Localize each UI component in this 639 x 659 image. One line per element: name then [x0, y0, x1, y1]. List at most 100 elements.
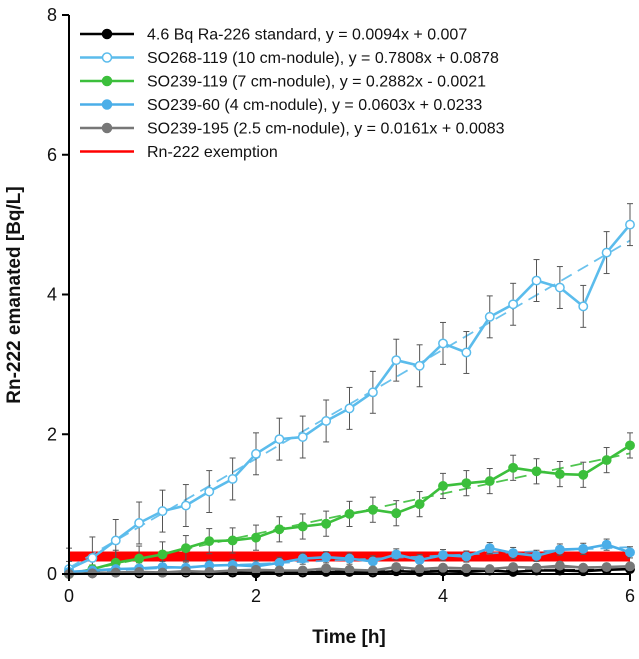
data-point-series-2-3 [134, 553, 145, 564]
y-tick-label-2: 2 [47, 424, 57, 444]
data-point-series-4-8 [251, 564, 261, 575]
data-point-series-4-18 [484, 564, 495, 575]
legend: 4.6 Bq Ra-226 standard, y = 0.0094x + 0.… [74, 18, 614, 178]
legend-swatch-marker [101, 122, 113, 134]
data-point-series-1-3 [134, 518, 145, 528]
legend-entry-2: SO239-119 (7 cm-nodule), y = 0.2882x - 0… [80, 74, 486, 91]
data-point-series-1-7 [227, 474, 238, 484]
data-point-series-3-15 [414, 555, 425, 565]
legend-label: 4.6 Bq Ra-226 standard, y = 0.0094x + 0.… [147, 27, 467, 44]
legend-background [74, 18, 614, 178]
data-point-series-4-21 [554, 560, 565, 571]
data-point-series-2-15 [414, 499, 425, 510]
data-point-series-1-14 [391, 355, 402, 366]
data-point-series-3-19 [508, 548, 519, 558]
data-point-series-2-9 [274, 524, 285, 535]
data-point-series-1-10 [297, 432, 308, 442]
data-point-series-1-11 [321, 416, 332, 426]
data-point-series-1-20 [531, 275, 542, 286]
data-point-series-3-24 [625, 547, 635, 558]
x-tick-label-0: 0 [64, 586, 74, 606]
legend-entry-1: SO268-119 (10 cm-nodule), y = 0.7808x + … [80, 50, 499, 67]
legend-swatch-marker [101, 99, 113, 110]
legend-entry-0: 4.6 Bq Ra-226 standard, y = 0.0094x + 0.… [80, 27, 467, 44]
data-point-series-2-20 [531, 466, 542, 477]
data-point-series-2-10 [297, 521, 308, 532]
data-point-series-2-7 [227, 535, 238, 546]
data-point-series-3-16 [438, 550, 448, 561]
legend-label: SO239-60 (4 cm-nodule), y = 0.0603x + 0.… [147, 97, 482, 114]
x-axis-label: Time [h] [312, 627, 386, 648]
legend-entry-4: SO239-195 (2.5 cm-nodule), y = 0.0161x +… [80, 121, 505, 138]
data-point-series-1-17 [461, 347, 472, 358]
data-point-series-4-15 [414, 564, 425, 575]
data-point-series-1-13 [367, 387, 378, 398]
data-point-series-4-22 [578, 562, 589, 573]
data-point-series-2-18 [484, 476, 495, 487]
legend-swatch-marker [101, 75, 113, 87]
data-point-series-4-16 [438, 562, 448, 573]
data-point-series-2-12 [344, 508, 355, 519]
legend-label: SO239-195 (2.5 cm-nodule), y = 0.0161x +… [147, 121, 505, 138]
data-point-series-2-19 [508, 462, 519, 473]
data-point-series-3-17 [461, 551, 472, 562]
data-point-series-4-17 [461, 563, 472, 574]
data-point-series-1-15 [414, 360, 425, 371]
data-point-series-3-22 [578, 543, 589, 554]
y-tick-label-6: 6 [47, 145, 57, 165]
data-point-series-4-23 [601, 562, 612, 572]
data-point-series-3-14 [391, 549, 402, 560]
y-tick-label-8: 8 [47, 5, 57, 25]
data-point-series-1-8 [251, 448, 261, 459]
data-point-series-1-22 [578, 301, 589, 312]
data-point-series-4-20 [531, 562, 542, 573]
data-point-series-2-11 [321, 518, 332, 529]
legend-label: Rn-222 exemption [147, 144, 278, 161]
data-point-series-1-5 [180, 500, 191, 511]
data-point-series-2-23 [601, 455, 612, 466]
legend-label: SO268-119 (10 cm-nodule), y = 0.7808x + … [147, 50, 499, 67]
data-point-series-3-18 [484, 543, 495, 554]
data-point-series-3-12 [344, 553, 355, 564]
data-point-series-2-4 [157, 549, 168, 560]
data-point-series-1-4 [157, 506, 168, 517]
data-point-series-1-23 [601, 247, 612, 258]
data-point-series-1-24 [625, 219, 635, 230]
legend-entry-3: SO239-60 (4 cm-nodule), y = 0.0603x + 0.… [80, 97, 482, 114]
data-point-series-3-20 [531, 550, 542, 561]
data-point-series-3-10 [297, 553, 308, 564]
data-point-series-2-8 [251, 532, 261, 543]
data-point-series-2-21 [554, 469, 565, 480]
data-point-series-4-12 [344, 564, 355, 575]
data-point-series-2-22 [578, 469, 589, 480]
data-point-series-1-1 [87, 552, 98, 563]
data-point-series-1-12 [344, 403, 355, 414]
data-point-series-1-19 [508, 299, 519, 310]
y-tick-label-0: 0 [47, 564, 57, 584]
data-point-series-2-14 [391, 508, 402, 519]
y-axis-label: Rn-222 emanated [Bq/L] [4, 186, 25, 403]
data-point-series-2-24 [625, 440, 635, 451]
data-point-series-1-18 [484, 311, 495, 322]
data-point-series-4-11 [321, 563, 332, 574]
x-tick-label-4: 4 [438, 586, 448, 606]
data-point-series-1-16 [438, 338, 448, 349]
data-point-series-2-17 [461, 478, 472, 489]
legend-swatch-marker [101, 28, 113, 40]
data-point-series-3-23 [601, 539, 612, 550]
data-point-series-1-6 [204, 486, 215, 497]
legend-swatch-marker [101, 52, 113, 63]
data-point-series-2-5 [180, 543, 191, 554]
data-point-series-4-19 [508, 562, 519, 572]
data-point-series-4-24 [625, 561, 635, 572]
data-point-series-2-6 [204, 536, 215, 547]
x-tick-label-6: 6 [625, 586, 635, 606]
data-point-series-1-2 [110, 535, 121, 546]
data-point-series-2-16 [438, 481, 448, 491]
data-point-series-3-11 [321, 552, 332, 563]
data-point-series-4-14 [391, 562, 402, 572]
data-point-series-3-21 [554, 544, 565, 555]
ticks-layer: 0 2 4 6 0 2 4 6 8 [47, 5, 635, 606]
data-point-series-2-13 [367, 504, 378, 515]
